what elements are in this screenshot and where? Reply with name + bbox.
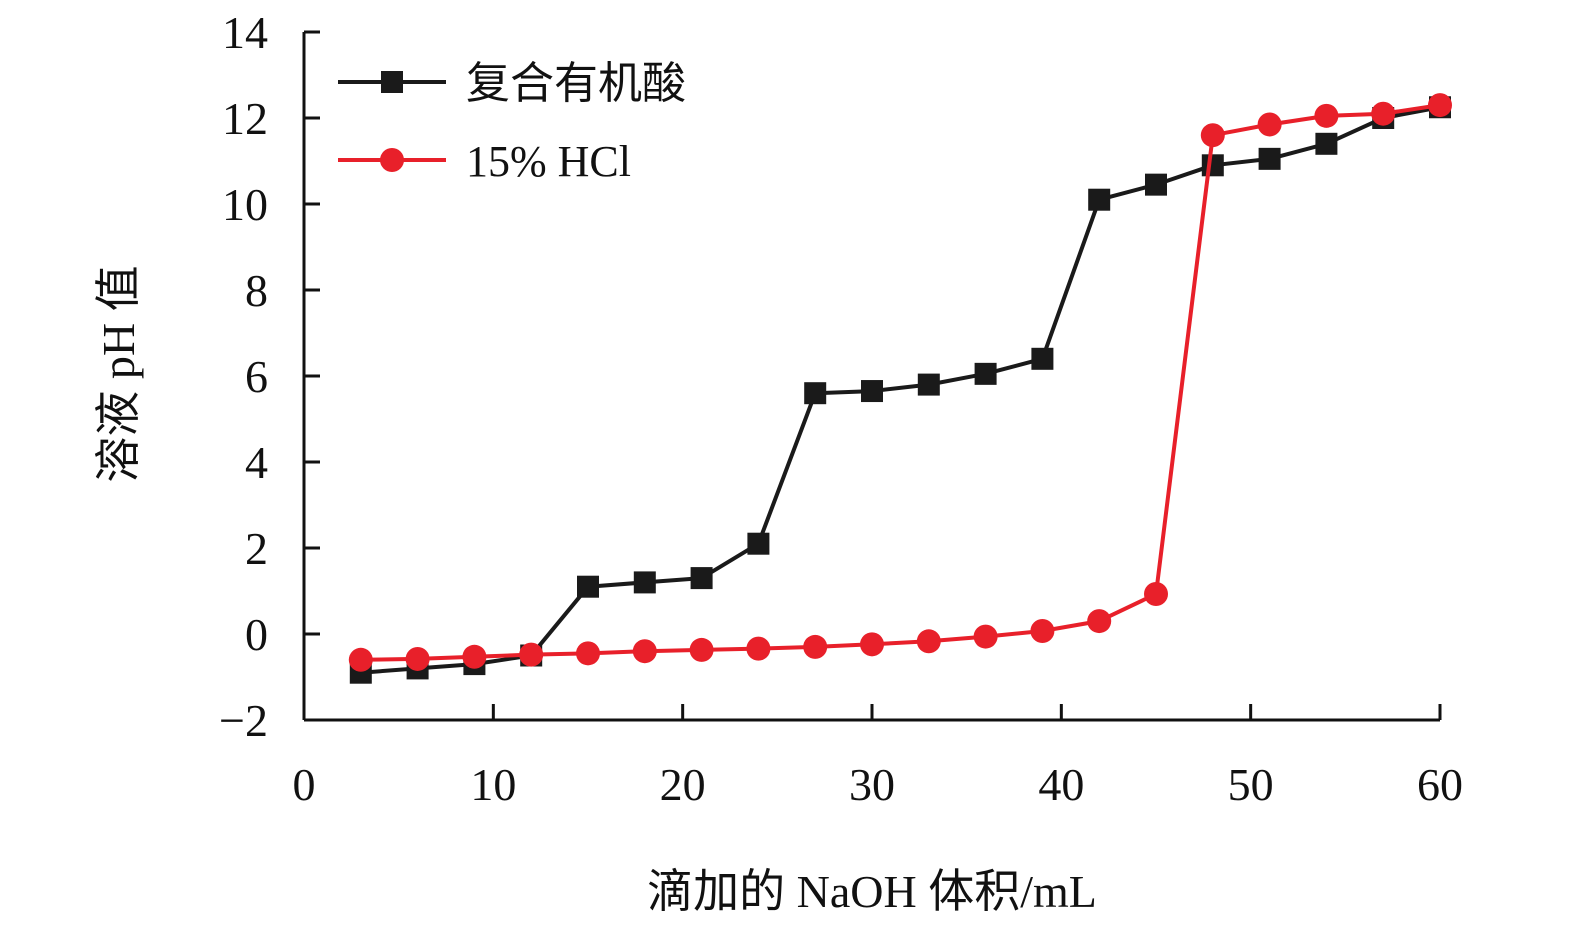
data-point <box>973 624 998 649</box>
y-tick-label: −2 <box>219 695 268 746</box>
data-point <box>974 362 997 385</box>
x-tick-label: 40 <box>1038 759 1084 810</box>
legend-label: 15% HCl <box>466 137 631 186</box>
x-tick-label: 30 <box>849 759 895 810</box>
y-tick-label: 10 <box>222 179 268 230</box>
y-tick-label: 4 <box>245 437 268 488</box>
y-tick-label: 8 <box>245 265 268 316</box>
y-tick-label: 14 <box>222 7 268 58</box>
x-tick-label: 50 <box>1228 759 1274 810</box>
legend-swatch-marker <box>380 148 404 172</box>
data-point <box>747 532 770 555</box>
data-point <box>690 567 713 590</box>
x-tick-label: 10 <box>470 759 516 810</box>
legend: 复合有机酸 15% HCl <box>338 59 686 186</box>
data-point <box>1201 154 1224 177</box>
data-point <box>1087 609 1112 634</box>
data-point <box>576 641 600 666</box>
data-point <box>1314 103 1339 128</box>
data-point <box>462 644 487 669</box>
data-point <box>348 647 373 672</box>
series-layer <box>348 93 1452 684</box>
data-point <box>1315 132 1338 155</box>
legend-item-1: 复合有机酸 <box>338 59 686 108</box>
x-tick-label: 20 <box>660 759 706 810</box>
series-line <box>360 105 1441 675</box>
data-point <box>803 634 828 659</box>
data-point <box>917 373 940 396</box>
legend-swatch-marker <box>381 71 403 93</box>
data-point <box>1200 123 1225 148</box>
data-point <box>1257 112 1282 137</box>
y-tick-label: 12 <box>222 93 268 144</box>
y-tick-label: 0 <box>245 609 268 660</box>
data-point <box>1144 582 1168 607</box>
data-point <box>633 571 656 594</box>
legend-item-2: 15% HCl <box>338 137 631 186</box>
data-point <box>861 380 883 403</box>
data-point <box>1258 147 1281 170</box>
data-point <box>804 382 827 405</box>
x-tick-label: 0 <box>293 759 316 810</box>
x-tick-label: 60 <box>1417 759 1463 810</box>
y-axis-title: 溶液 pH 值 <box>93 265 144 482</box>
data-point <box>1371 101 1396 126</box>
data-point <box>1030 618 1055 643</box>
data-point <box>1088 188 1111 211</box>
series-line <box>360 103 1441 662</box>
x-axis-title: 滴加的 NaOH 体积/mL <box>647 866 1097 917</box>
data-point <box>1031 347 1054 370</box>
data-point <box>860 632 884 657</box>
x-axis-ticks: 0 10 20 30 40 50 60 <box>293 704 1463 810</box>
legend-label: 复合有机酸 <box>466 59 686 108</box>
data-point <box>916 629 941 654</box>
series-2 <box>348 93 1452 672</box>
y-axis-ticks: −2 0 2 4 6 8 10 12 14 <box>219 7 320 746</box>
data-point <box>1428 93 1452 118</box>
data-point <box>577 575 599 598</box>
data-point <box>746 636 771 661</box>
y-tick-label: 2 <box>245 523 268 574</box>
data-point <box>632 639 657 664</box>
data-point <box>405 646 430 671</box>
y-tick-label: 6 <box>245 351 268 402</box>
data-point <box>689 637 714 662</box>
data-point <box>519 642 544 667</box>
data-point <box>1145 173 1167 196</box>
